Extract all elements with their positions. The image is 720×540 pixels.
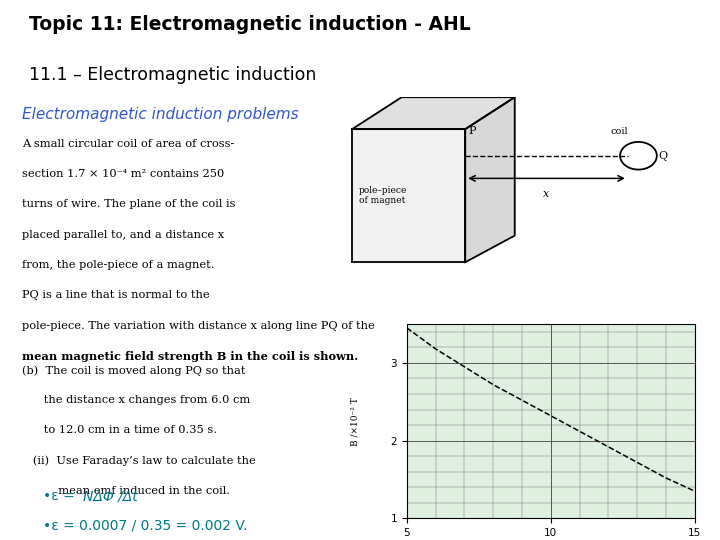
- Text: Q: Q: [658, 151, 667, 161]
- Text: mean magnetic field strength B in the coil is shown.: mean magnetic field strength B in the co…: [22, 351, 358, 362]
- Text: PQ is a line that is normal to the: PQ is a line that is normal to the: [22, 290, 210, 300]
- Text: •ε = 0.0007 / 0.35 = 0.002 V.: •ε = 0.0007 / 0.35 = 0.002 V.: [43, 519, 248, 533]
- Text: from, the pole-piece of a magnet.: from, the pole-piece of a magnet.: [22, 260, 214, 269]
- Text: Topic 11: Electromagnetic induction - AHL: Topic 11: Electromagnetic induction - AH…: [29, 15, 471, 33]
- Text: Electromagnetic induction problems: Electromagnetic induction problems: [22, 107, 298, 122]
- Text: P: P: [469, 126, 477, 136]
- Polygon shape: [352, 97, 515, 129]
- Text: placed parallel to, and a distance x: placed parallel to, and a distance x: [22, 230, 224, 240]
- Polygon shape: [465, 97, 515, 262]
- Text: to 12.0 cm in a time of 0.35 s.: to 12.0 cm in a time of 0.35 s.: [22, 426, 217, 435]
- Text: the distance x changes from 6.0 cm: the distance x changes from 6.0 cm: [22, 395, 250, 405]
- Text: B /×10⁻² T: B /×10⁻² T: [351, 397, 359, 445]
- Text: (b)  The coil is moved along PQ so that: (b) The coil is moved along PQ so that: [22, 365, 245, 376]
- Text: x: x: [544, 189, 549, 199]
- Text: section 1.7 × 10⁻⁴ m² contains 250: section 1.7 × 10⁻⁴ m² contains 250: [22, 170, 224, 179]
- Text: 11.1 – Electromagnetic induction: 11.1 – Electromagnetic induction: [29, 66, 316, 84]
- Text: coil: coil: [610, 127, 628, 136]
- Polygon shape: [352, 129, 465, 262]
- Text: pole–piece
of magnet: pole–piece of magnet: [359, 186, 408, 205]
- Text: (ii)  Use Faraday’s law to calculate the: (ii) Use Faraday’s law to calculate the: [22, 455, 256, 466]
- Text: NΔΦ /Δt: NΔΦ /Δt: [83, 489, 138, 503]
- Text: mean emf induced in the coil.: mean emf induced in the coil.: [22, 485, 230, 496]
- Text: pole-piece. The variation with distance x along line PQ of the: pole-piece. The variation with distance …: [22, 321, 374, 331]
- Text: A small circular coil of area of cross-: A small circular coil of area of cross-: [22, 139, 234, 149]
- Text: •ε =: •ε =: [43, 489, 79, 503]
- Text: turns of wire. The plane of the coil is: turns of wire. The plane of the coil is: [22, 199, 235, 210]
